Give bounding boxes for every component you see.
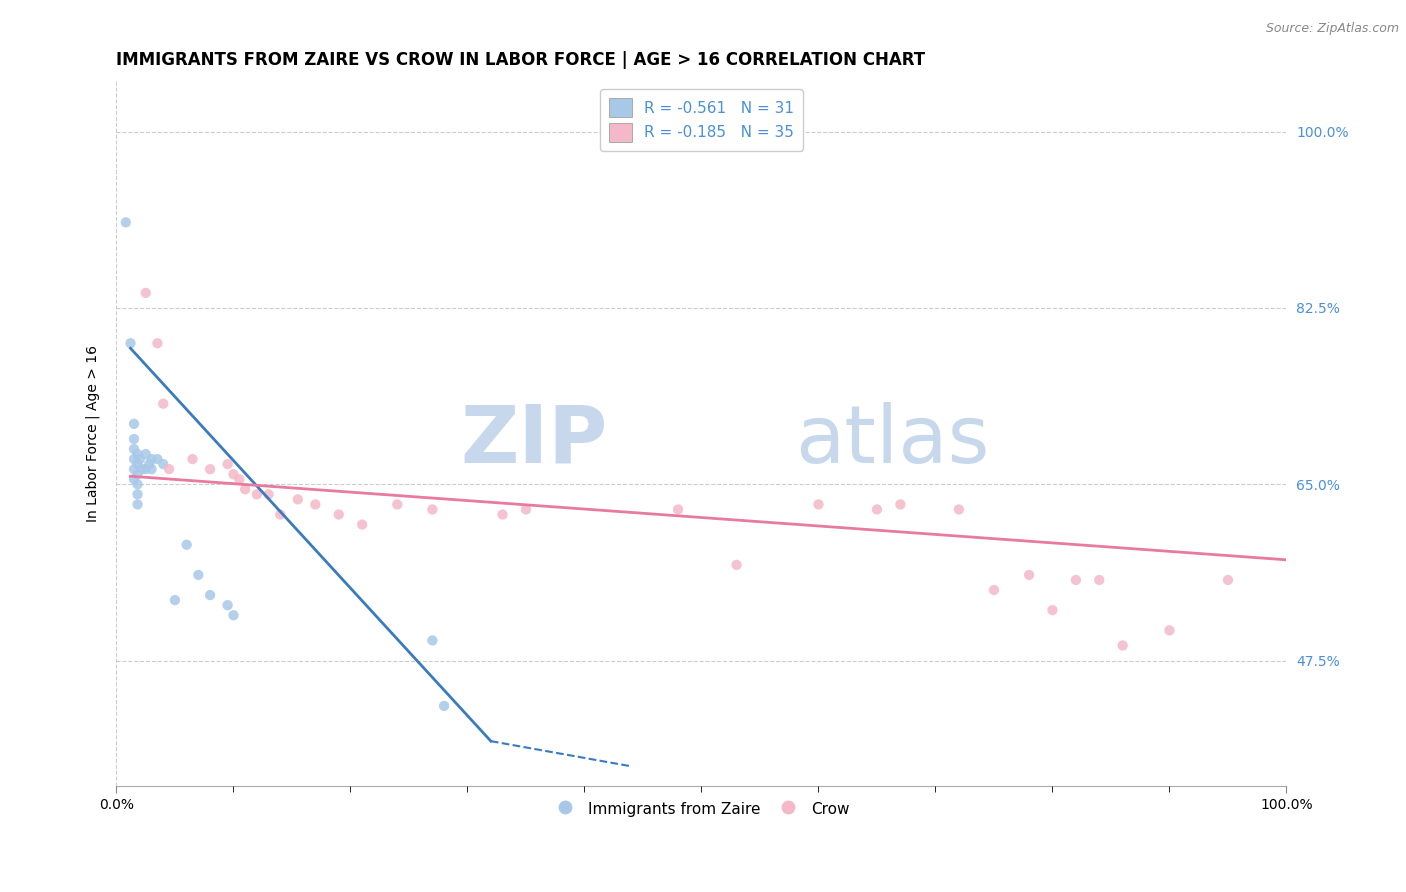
Point	[217, 598, 239, 612]
Point	[176, 538, 198, 552]
Point	[141, 452, 163, 467]
Point	[122, 417, 145, 431]
Point	[114, 215, 136, 229]
Point	[515, 502, 537, 516]
Point	[122, 432, 145, 446]
Point	[198, 462, 221, 476]
Point	[127, 447, 149, 461]
Point	[152, 457, 174, 471]
Point	[1064, 573, 1087, 587]
Point	[217, 457, 239, 471]
Point	[157, 462, 180, 476]
Point	[422, 502, 444, 516]
Point	[889, 497, 911, 511]
Text: Source: ZipAtlas.com: Source: ZipAtlas.com	[1265, 22, 1399, 36]
Point	[222, 467, 245, 482]
Text: ZIP: ZIP	[461, 402, 607, 480]
Point	[128, 452, 150, 467]
Point	[948, 502, 970, 516]
Point	[222, 608, 245, 623]
Point	[807, 497, 830, 511]
Point	[122, 462, 145, 476]
Point	[246, 487, 269, 501]
Point	[152, 397, 174, 411]
Point	[1216, 573, 1239, 587]
Point	[131, 462, 153, 476]
Point	[433, 698, 456, 713]
Point	[352, 517, 374, 532]
Point	[127, 477, 149, 491]
Point	[257, 487, 280, 501]
Point	[198, 588, 221, 602]
Text: IMMIGRANTS FROM ZAIRE VS CROW IN LABOR FORCE | AGE > 16 CORRELATION CHART: IMMIGRANTS FROM ZAIRE VS CROW IN LABOR F…	[117, 51, 925, 69]
Point	[127, 497, 149, 511]
Point	[725, 558, 748, 572]
Point	[146, 452, 169, 467]
Point	[122, 452, 145, 467]
Point	[127, 487, 149, 501]
Point	[1111, 639, 1133, 653]
Point	[163, 593, 186, 607]
Text: atlas: atlas	[794, 402, 990, 480]
Point	[233, 483, 256, 497]
Point	[181, 452, 204, 467]
Point	[135, 285, 157, 300]
Point	[127, 457, 149, 471]
Point	[666, 502, 689, 516]
Point	[228, 472, 250, 486]
Point	[120, 336, 142, 351]
Point	[122, 442, 145, 456]
Point	[1159, 624, 1181, 638]
Point	[135, 462, 157, 476]
Point	[146, 336, 169, 351]
Point	[141, 462, 163, 476]
Point	[287, 492, 309, 507]
Legend: Immigrants from Zaire, Crow: Immigrants from Zaire, Crow	[547, 794, 856, 825]
Point	[187, 568, 209, 582]
Point	[328, 508, 350, 522]
Point	[269, 508, 291, 522]
Point	[135, 447, 157, 461]
Point	[1042, 603, 1064, 617]
Point	[1018, 568, 1040, 582]
Point	[983, 582, 1005, 597]
Point	[127, 467, 149, 482]
Point	[138, 457, 160, 471]
Point	[1088, 573, 1111, 587]
Point	[422, 633, 444, 648]
Point	[866, 502, 889, 516]
Point	[304, 497, 326, 511]
Y-axis label: In Labor Force | Age > 16: In Labor Force | Age > 16	[86, 345, 100, 523]
Point	[122, 472, 145, 486]
Point	[387, 497, 409, 511]
Point	[491, 508, 513, 522]
